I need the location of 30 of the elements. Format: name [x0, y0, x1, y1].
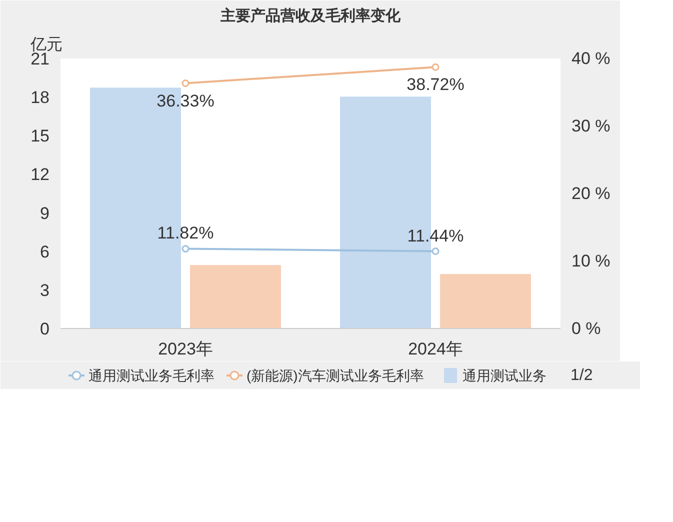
y-tick-label: 18	[30, 88, 50, 108]
y2-tick-label: 10 %	[572, 252, 610, 270]
legend-label: 通用测试业务	[462, 368, 546, 384]
x-tick-label: 2024年	[408, 340, 463, 358]
point	[182, 244, 190, 252]
data-label: 11.82%	[157, 224, 214, 243]
y-tick-label: 0	[40, 320, 50, 338]
y-tick-label: 3	[40, 280, 50, 300]
text: 1/2	[570, 367, 593, 384]
x-tick-label: 2023年	[158, 340, 213, 358]
point	[432, 63, 440, 71]
legend-label: (新能源)汽车测试业务毛利率	[246, 368, 424, 384]
y-tick-label: 12	[30, 165, 50, 184]
legend-label: 通用测试业务毛利率	[88, 368, 214, 384]
y-tick-label: 15	[30, 126, 50, 146]
data-label: 36.33%	[156, 91, 214, 110]
y2-tick-label: 30 %	[572, 116, 610, 136]
point	[432, 248, 440, 256]
y2-tick-label: 20 %	[572, 184, 610, 203]
bar	[190, 265, 281, 328]
bar	[440, 274, 531, 328]
y2-tick-label: 40 %	[572, 49, 610, 68]
y-tick-label: 9	[40, 204, 50, 223]
data-label: 38.72%	[406, 75, 464, 94]
y2-tick-label: 0 %	[572, 319, 601, 338]
y-axis-title: 亿元	[30, 36, 62, 54]
y-tick-label: 6	[40, 242, 50, 262]
data-label: 11.44%	[407, 226, 464, 246]
point	[182, 80, 190, 88]
chart-title: 主要产品营收及毛利率变化	[220, 6, 402, 24]
